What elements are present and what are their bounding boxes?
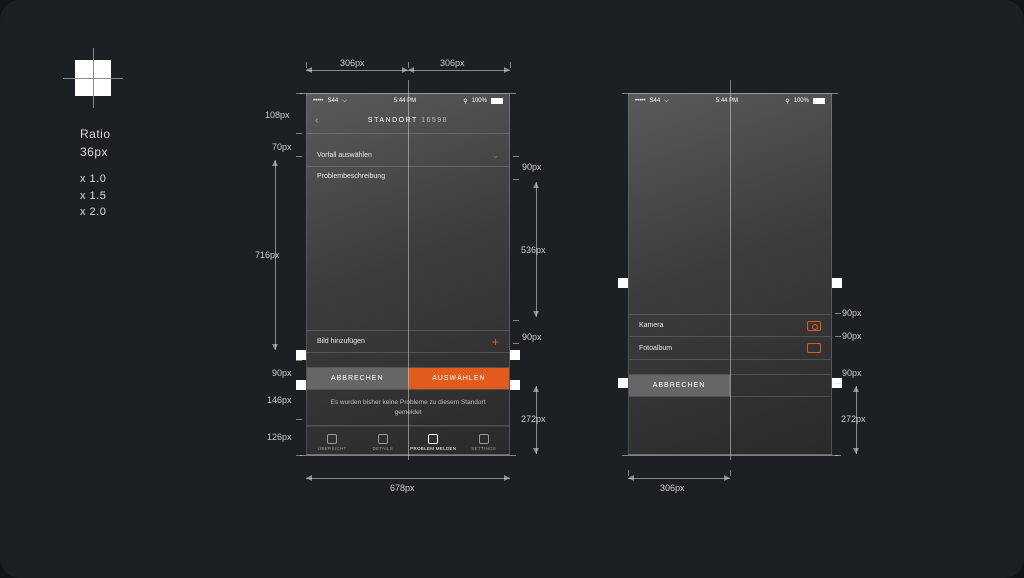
tab-settings[interactable]: SETTINGS <box>459 427 510 458</box>
chevron-down-icon: ⌄ <box>491 150 499 161</box>
row-label: Bild hinzufügen <box>317 338 365 345</box>
row-label: Fotoalbum <box>639 345 672 352</box>
measure-label: 306px <box>440 58 465 68</box>
header-title: STANDORT <box>368 117 418 124</box>
row-label: Problembeschreibung <box>317 173 385 180</box>
ratio-swatch-block <box>75 60 111 96</box>
measure-label: 70px <box>272 142 292 152</box>
tab-problem[interactable]: PROBLEM MELDEN <box>408 427 459 458</box>
measure-label: 90px <box>272 368 292 378</box>
measure-label: 146px <box>267 395 292 405</box>
ratio-swatch <box>75 60 111 96</box>
plus-icon: + <box>492 335 499 349</box>
measure-label: 678px <box>390 483 415 493</box>
measure-label: 306px <box>340 58 365 68</box>
gear-icon <box>479 434 489 444</box>
measure-label: 716px <box>255 250 280 260</box>
select-button[interactable]: AUSWÄHLEN <box>409 368 510 389</box>
tab-details[interactable]: DETAILS <box>358 427 409 458</box>
measure-label: 126px <box>267 432 292 442</box>
carrier-label: S44 <box>328 98 339 104</box>
time-label: 5:44 PM <box>716 98 738 104</box>
cancel-button[interactable]: ABBRECHEN <box>307 368 409 389</box>
measure-label: 90px <box>522 162 542 172</box>
measure-arrow <box>306 70 408 71</box>
measure-label: 90px <box>842 331 862 341</box>
album-icon <box>807 343 821 353</box>
camera-icon <box>807 321 821 331</box>
measure-label: 90px <box>522 332 542 342</box>
measure-arrow <box>306 478 510 479</box>
row-label: Kamera <box>639 322 664 329</box>
tab-overview[interactable]: ÜBERSICHT <box>307 427 358 458</box>
battery-label: 100% <box>472 98 487 104</box>
design-spec-canvas: Ratio 36px x 1.0 x 1.5 x 2.0 306px 306px… <box>0 0 1024 578</box>
measure-label: 108px <box>265 110 290 120</box>
back-icon[interactable]: ‹ <box>315 115 318 126</box>
measure-label: 90px <box>842 368 862 378</box>
ratio-label: Ratio <box>80 125 111 143</box>
measure-label: 536px <box>521 245 546 255</box>
battery-label: 100% <box>794 98 809 104</box>
measure-label: 90px <box>842 308 862 318</box>
ratio-base: 36px <box>80 143 111 161</box>
ratio-mult: x 2.0 <box>80 204 111 221</box>
edit-icon <box>428 434 438 444</box>
carrier-label: S44 <box>650 98 661 104</box>
home-icon <box>327 434 337 444</box>
measure-label: 272px <box>841 414 866 424</box>
search-icon <box>378 434 388 444</box>
ratio-mult: x 1.5 <box>80 188 111 205</box>
measure-label: 272px <box>521 414 546 424</box>
cancel-button[interactable]: ABBRECHEN <box>629 375 730 396</box>
measure-label: 306px <box>660 483 685 493</box>
ratio-mult: x 1.0 <box>80 171 111 188</box>
time-label: 5:44 PM <box>394 98 416 104</box>
measure-arrow <box>408 70 510 71</box>
row-label: Vorfall auswählen <box>317 152 372 159</box>
ratio-text-block: Ratio 36px x 1.0 x 1.5 x 2.0 <box>80 125 111 221</box>
header-number: 16598 <box>421 117 448 124</box>
measure-arrow <box>628 478 730 479</box>
